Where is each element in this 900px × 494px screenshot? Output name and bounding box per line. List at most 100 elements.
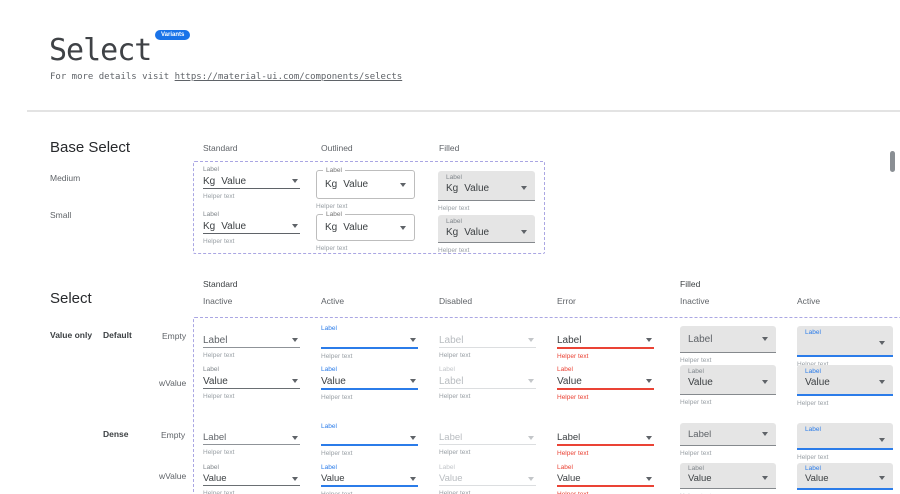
dropdown-arrow-icon: [292, 338, 298, 342]
select-value: Value: [557, 375, 582, 387]
base-medium-outlined-select[interactable]: Label Kg Value: [316, 167, 415, 199]
base-medium-outlined-cell: Label Kg Value Helper text: [316, 167, 415, 211]
dropdown-arrow-icon: [762, 476, 768, 480]
filled-dense-active-wvalue-select[interactable]: Label Value: [797, 463, 893, 490]
variants-badge: Variants: [155, 30, 191, 40]
dropdown-arrow-icon: [879, 380, 885, 384]
underline: [557, 347, 654, 349]
helper-text: Helper text: [680, 399, 712, 406]
scrollbar-thumb[interactable]: [890, 151, 895, 172]
standard-inactive-empty-select[interactable]: Label: [203, 333, 300, 347]
base-select-demo-container: [193, 161, 545, 254]
helper-text: Helper text: [680, 450, 712, 457]
dropdown-arrow-icon: [292, 179, 298, 183]
select-placeholder: Label: [203, 432, 227, 443]
state-header-filled-active: Active: [797, 296, 821, 306]
select-label: Label: [203, 166, 219, 173]
dropdown-arrow-icon: [879, 476, 885, 480]
helper-text: Helper text: [439, 490, 471, 494]
select-value: Value: [464, 226, 490, 238]
divider: [27, 110, 900, 112]
dropdown-arrow-icon: [879, 438, 885, 442]
standard-dense-active-empty-select[interactable]: [321, 431, 418, 444]
standard-dense-inactive-empty-select[interactable]: Label: [203, 431, 300, 444]
state-header-error: Error: [557, 296, 576, 306]
helper-text: Helper text: [321, 450, 353, 457]
filled-dense-inactive-empty-cell: Label Helper text: [680, 423, 776, 458]
select-value: Value: [688, 472, 712, 484]
underline: [203, 388, 300, 389]
base-select-heading: Base Select: [50, 139, 131, 156]
helper-text: Helper text: [438, 247, 470, 254]
filled-inactive-empty-select[interactable]: Label: [680, 326, 776, 353]
standard-dense-error-empty-select[interactable]: Label: [557, 431, 654, 444]
filled-dense-active-wvalue-cell: Label Value Helper text: [797, 463, 893, 494]
select-adornment: Kg: [203, 220, 216, 232]
helper-text: Helper text: [557, 491, 654, 494]
dropdown-arrow-icon: [528, 476, 534, 481]
select-label: Label: [688, 465, 704, 472]
base-small-standard-select[interactable]: Kg Value: [203, 219, 300, 233]
filled-dense-inactive-wvalue-select[interactable]: Label Value: [680, 463, 776, 489]
row-label-empty-1: Empty: [162, 331, 187, 341]
select-placeholder: Label: [688, 333, 713, 345]
base-small-outlined-cell: Label Kg Value Helper text: [316, 211, 415, 253]
base-small-outlined-select[interactable]: Label Kg Value: [316, 211, 415, 241]
helper-text: Helper text: [321, 394, 353, 401]
column-header-standard: Standard: [203, 143, 238, 153]
filled-inactive-wvalue-cell: Label Value Helper text: [680, 365, 776, 407]
standard-dense-active-wvalue-cell: Label Value Helper text: [321, 464, 418, 494]
material-ui-link[interactable]: https://material-ui.com/components/selec…: [174, 72, 403, 82]
standard-dense-inactive-wvalue-select[interactable]: Value: [203, 472, 300, 485]
dropdown-arrow-icon: [521, 230, 527, 234]
standard-error-wvalue-select[interactable]: Value: [557, 374, 654, 388]
standard-active-empty-select[interactable]: [321, 333, 418, 347]
select-label: Label: [323, 211, 345, 219]
standard-dense-active-wvalue-select[interactable]: Value: [321, 472, 418, 485]
dropdown-arrow-icon: [879, 341, 885, 345]
filled-active-wvalue-select[interactable]: Label Value: [797, 365, 893, 396]
select-label: Label: [805, 465, 821, 472]
select-adornment: Kg: [325, 222, 338, 233]
underline: [203, 233, 300, 234]
standard-active-wvalue-select[interactable]: Value: [321, 374, 418, 388]
standard-dense-error-wvalue-select[interactable]: Value: [557, 472, 654, 485]
filled-dense-active-empty-select[interactable]: Label: [797, 423, 893, 450]
helper-text: Helper text: [321, 491, 418, 494]
base-medium-filled-select[interactable]: Label Kg Value: [438, 171, 535, 201]
select-value: Value: [557, 473, 581, 484]
standard-dense-inactive-empty-cell: Label Helper text: [203, 423, 300, 457]
underline: [321, 485, 418, 487]
dropdown-arrow-icon: [762, 432, 768, 436]
standard-error-empty-select[interactable]: Label: [557, 333, 654, 347]
standard-error-empty-cell: Label Helper text: [557, 325, 654, 361]
filled-dense-inactive-empty-select[interactable]: Label: [680, 423, 776, 446]
filled-inactive-wvalue-select[interactable]: Label Value: [680, 365, 776, 395]
select-label: Label: [439, 464, 455, 471]
dropdown-arrow-icon: [646, 476, 652, 481]
row-label-default: Default: [103, 330, 132, 340]
base-medium-standard-select[interactable]: Kg Value: [203, 174, 300, 188]
standard-dense-inactive-wvalue-cell: Label Value Helper text: [203, 464, 300, 494]
filled-active-empty-select[interactable]: Label: [797, 326, 893, 357]
standard-active-wvalue-cell: Label Value Helper text: [321, 366, 418, 402]
standard-inactive-empty-cell: Label Helper text: [203, 325, 300, 360]
select-adornment: Kg: [446, 182, 459, 194]
standard-dense-disabled-wvalue-select: Value: [439, 472, 536, 485]
helper-text: Helper text: [439, 449, 471, 456]
standard-inactive-wvalue-select[interactable]: Value: [203, 374, 300, 388]
select-adornment: Kg: [446, 226, 459, 238]
select-value: Value: [321, 375, 346, 387]
base-small-filled-select[interactable]: Label Kg Value: [438, 215, 535, 243]
select-value: Value: [343, 222, 369, 233]
select-value: Value: [805, 376, 830, 388]
dropdown-arrow-icon: [762, 380, 768, 384]
dropdown-arrow-icon: [400, 225, 406, 230]
underline: [557, 388, 654, 390]
standard-dense-disabled-wvalue-cell: Label Value Helper text: [439, 464, 536, 494]
select-demo-container: [193, 317, 900, 494]
select-value: Value: [343, 179, 369, 190]
group-header-standard: Standard: [203, 279, 238, 289]
helper-text: Helper text: [203, 352, 235, 359]
base-small-standard-cell: Label Kg Value Helper text: [203, 211, 300, 246]
